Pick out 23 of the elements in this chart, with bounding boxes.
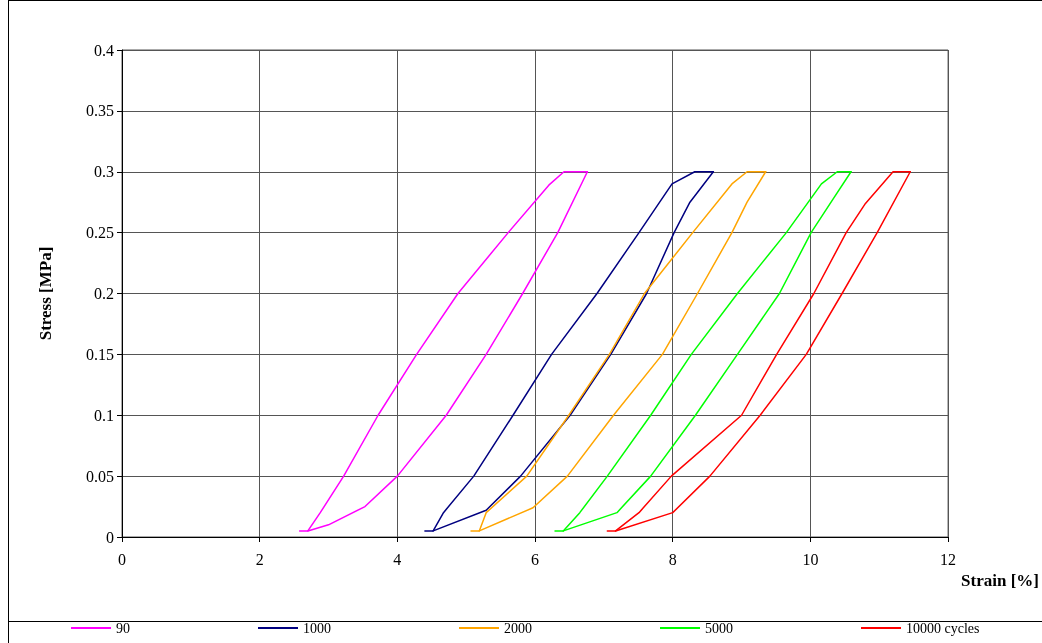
legend-label: 5000 <box>705 620 733 636</box>
y-tick-label: 0.35 <box>86 102 114 120</box>
y-tick-label: 0.2 <box>94 285 114 302</box>
x-tick-label: 2 <box>255 550 264 568</box>
legend-label: 10000 cycles <box>906 620 980 636</box>
x-tick-label: 0 <box>118 550 126 568</box>
x-tick-label: 12 <box>940 550 957 568</box>
y-tick-label: 0.4 <box>94 41 114 59</box>
x-tick-label: 8 <box>668 550 677 568</box>
x-tick-label: 10 <box>802 550 819 568</box>
y-axis-title: Stress [MPa] <box>36 246 55 341</box>
y-tick-label: 0.05 <box>86 467 114 485</box>
y-tick-label: 0.15 <box>86 345 114 363</box>
x-tick-label: 6 <box>531 550 540 568</box>
legend-label: 90 <box>116 620 130 636</box>
x-tick-label: 4 <box>393 550 402 568</box>
legend-label: 1000 <box>303 620 331 636</box>
y-tick-label: 0.1 <box>94 406 114 424</box>
x-axis-title: Strain [%] <box>961 570 1040 590</box>
y-tick-label: 0 <box>106 528 114 546</box>
legend-label: 2000 <box>504 620 532 636</box>
y-tick-label: 0.3 <box>94 163 114 181</box>
y-tick-label: 0.25 <box>86 224 114 242</box>
